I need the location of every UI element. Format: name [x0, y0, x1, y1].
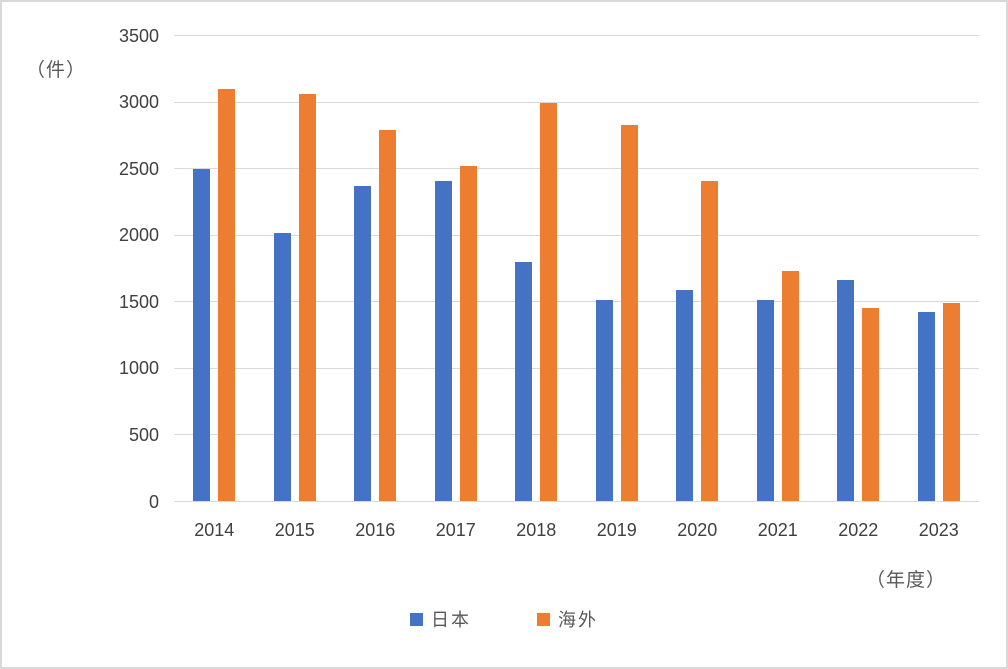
x-tick-2022: 2022	[838, 520, 879, 540]
gridline-500	[174, 434, 979, 436]
bar-海外-2015	[298, 94, 316, 502]
bar-日本-2023	[917, 312, 935, 502]
bar-海外-2020	[701, 180, 719, 502]
x-tick-2020: 2020	[677, 520, 718, 540]
bar-日本-2022	[837, 280, 855, 502]
y-tick-2500: 2500	[118, 158, 159, 179]
bar-海外-2018	[540, 103, 558, 502]
legend: 日本 海外	[2, 606, 1006, 632]
x-tick-2018: 2018	[516, 520, 557, 540]
y-tick-3500: 3500	[118, 25, 159, 46]
legend-label-overseas: 海外	[558, 610, 598, 630]
bar-日本-2017	[434, 180, 452, 502]
gridline-3000	[174, 101, 979, 103]
bar-日本-2020	[676, 289, 694, 502]
x-tick-2016: 2016	[355, 520, 396, 540]
legend-item-japan: 日本	[410, 606, 471, 632]
gridline-2000	[174, 234, 979, 236]
y-tick-500: 500	[128, 424, 159, 445]
bar-日本-2016	[354, 185, 372, 502]
gridline-2500	[174, 168, 979, 170]
overseas-series-swatch	[537, 612, 550, 626]
bar-海外-2019	[620, 124, 638, 502]
bar-海外-2023	[942, 303, 960, 502]
bar-日本-2019	[595, 299, 613, 502]
japan-series-swatch	[410, 612, 423, 626]
y-axis-unit-label: （件）	[26, 60, 87, 81]
y-tick-0: 0	[148, 491, 159, 512]
bar-海外-2022	[862, 308, 880, 502]
y-tick-2000: 2000	[118, 225, 159, 246]
y-tick-3000: 3000	[118, 92, 159, 113]
y-tick-1000: 1000	[118, 358, 159, 379]
bar-海外-2014	[218, 88, 236, 502]
x-tick-2019: 2019	[596, 520, 637, 540]
x-tick-2023: 2023	[918, 520, 959, 540]
x-axis-unit-label: （年度）	[865, 570, 946, 591]
x-tick-2014: 2014	[194, 520, 235, 540]
legend-label-japan: 日本	[431, 610, 471, 630]
bar-日本-2015	[273, 232, 291, 502]
gridline-1500	[174, 301, 979, 303]
x-tick-2015: 2015	[274, 520, 315, 540]
bar-海外-2021	[781, 271, 799, 502]
y-tick-1500: 1500	[118, 291, 159, 312]
gridline-1000	[174, 367, 979, 369]
legend-item-overseas: 海外	[537, 606, 598, 632]
gridline-0	[174, 501, 979, 502]
bar-日本-2018	[515, 261, 533, 502]
x-tick-2017: 2017	[435, 520, 476, 540]
gridline-3500	[174, 35, 979, 36]
bar-日本-2014	[193, 168, 211, 502]
bar-海外-2016	[379, 130, 397, 502]
bar-海外-2017	[459, 165, 477, 502]
bar-日本-2021	[756, 299, 774, 502]
x-tick-2021: 2021	[757, 520, 798, 540]
